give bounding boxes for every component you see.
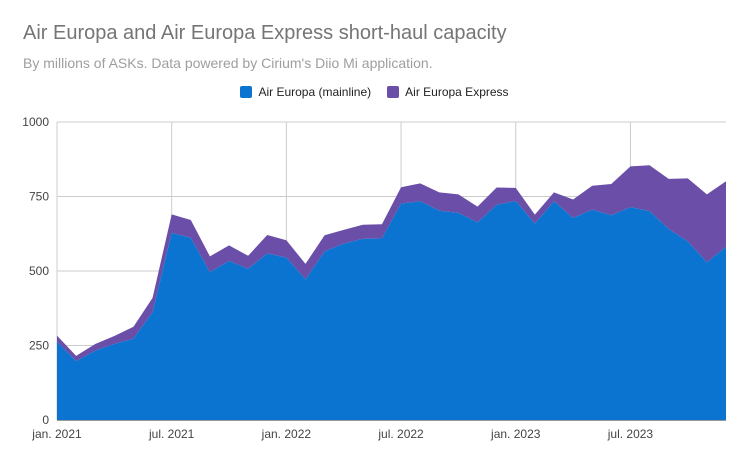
y-tick-label-1: 250 [29,339,49,353]
legend-swatch-mainline [240,86,253,98]
x-tick-label-4: jan. 2023 [490,427,541,441]
x-tick-label-1: jul. 2021 [148,427,195,441]
y-tick-label-4: 1000 [22,115,49,129]
area-layers [57,165,726,420]
x-axis: jan. 2021 jul. 2021 jan. 2022 jul. 2022 jan.… [31,427,653,441]
y-axis: 0 250 500 750 1000 [22,115,49,427]
x-tick-label-0: jan. 2021 [31,427,82,441]
legend-swatch-express [387,86,400,98]
legend-label-mainline: Air Europa (mainline) [258,85,372,99]
area-mainline [57,200,726,420]
legend-item-mainline[interactable]: Air Europa (mainline) [240,85,371,99]
y-tick-label-0: 0 [42,413,49,427]
y-tick-label-3: 750 [29,190,49,204]
legend-item-express[interactable]: Air Europa Express [387,85,509,99]
x-tick-label-2: jan. 2022 [261,427,312,441]
x-tick-label-3: jul. 2022 [377,427,424,441]
chart-title: Air Europa and Air Europa Express short-… [23,22,507,44]
legend-label-express: Air Europa Express [405,85,509,99]
legend: Air Europa (mainline) Air Europa Express [0,85,749,99]
chart-subtitle: By millions of ASKs. Data powered by Cir… [23,55,433,71]
x-tick-label-5: jul. 2023 [607,427,654,441]
y-tick-label-2: 500 [29,264,49,278]
area-express [57,165,726,362]
